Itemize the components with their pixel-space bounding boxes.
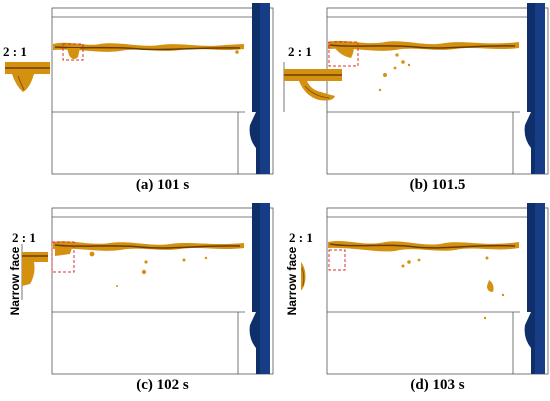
slag-droplet (383, 73, 387, 77)
slag-droplet (55, 248, 72, 256)
panel-b-graphic (283, 3, 549, 175)
slag-droplet (116, 285, 118, 287)
slag-droplet (401, 60, 405, 64)
slag-droplet (235, 50, 239, 54)
panel-d-graphic (301, 203, 549, 375)
slag-layer (328, 240, 519, 252)
slag-droplet (67, 48, 80, 60)
slag-droplet (204, 256, 208, 260)
magnified-inset (21, 244, 48, 300)
panel-caption: (d) 103 s (410, 377, 465, 393)
slag-droplet (378, 88, 382, 92)
panel-a: 2 : 1 (a) 101 s (0, 0, 275, 200)
panel-caption: (a) 101 s (135, 177, 190, 193)
slag-droplet (141, 269, 147, 275)
magnification-ratio: 2 : 1 (12, 230, 36, 245)
magnified-inset (283, 62, 342, 112)
panel-c: 2 : 1 Narrow face (c) 102 s (0, 200, 275, 400)
magnified-inset (5, 62, 50, 92)
panel-d: 2 : 1 Narrow face (d) 103 s (275, 200, 550, 400)
magnification-ratio: 2 : 1 (289, 230, 313, 245)
slag-layer (328, 40, 519, 51)
slag-droplet (483, 316, 487, 320)
slag-droplet (407, 63, 411, 67)
slag-droplet (144, 260, 148, 264)
panel-caption: (b) 101.5 (409, 177, 466, 193)
slag-droplet (393, 66, 397, 70)
slag-droplet (501, 293, 505, 297)
zoom-box (328, 41, 359, 67)
magnification-ratio: 2 : 1 (288, 44, 312, 59)
slag-droplet (407, 260, 411, 264)
slag-droplet (487, 280, 494, 292)
slag-droplet (395, 53, 399, 57)
zoom-box (328, 249, 346, 271)
magnification-ratio: 2 : 1 (3, 44, 27, 59)
slag-droplet (89, 251, 95, 257)
panel-caption: (c) 102 s (136, 377, 189, 393)
narrow-face-label: Narrow face (8, 246, 22, 316)
slag-layer (53, 42, 244, 52)
slag-droplet (417, 258, 421, 262)
slag-droplet (335, 47, 354, 58)
zoom-box (62, 43, 84, 61)
slag-droplet (401, 264, 405, 268)
panel-a-graphic (5, 3, 274, 175)
panel-c-graphic (21, 203, 274, 375)
slag-layer (53, 241, 244, 251)
zoom-box (51, 241, 75, 273)
panel-b: 2 : 1 (b) 101.5 (275, 0, 550, 200)
slag-droplet (485, 256, 489, 260)
narrow-face-label: Narrow face (285, 246, 299, 316)
magnified-inset (301, 262, 306, 290)
slag-droplet (182, 258, 186, 262)
